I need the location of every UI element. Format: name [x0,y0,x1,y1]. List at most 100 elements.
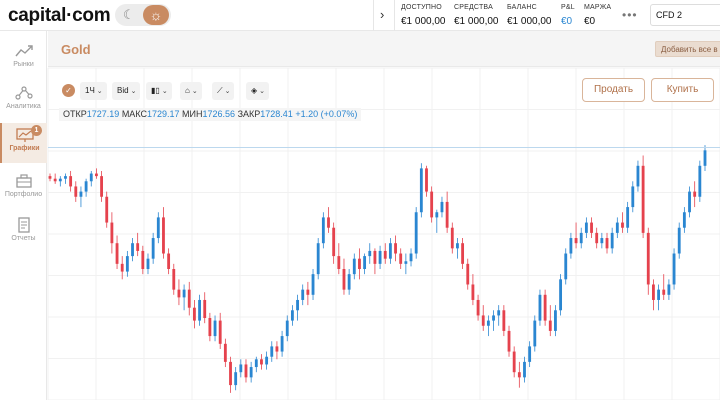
candle [548,305,552,337]
chevron-down-icon: ⌄ [161,88,168,95]
account-value: €1 000,00 [507,16,552,27]
candle [105,191,109,228]
candle [476,294,480,321]
candle [461,238,465,269]
candle-body [466,263,470,285]
candle [198,294,201,326]
candle [579,227,583,249]
candle-body [249,367,253,378]
candle [590,217,593,239]
account-value: €0 [584,16,596,27]
sidebar-item-charts[interactable]: Графики 1 [0,123,47,163]
candle [187,281,191,316]
candle [182,284,186,311]
sun-icon[interactable]: ☼ [143,5,169,25]
candle [486,315,490,337]
candle-body [574,238,578,244]
account-available: ДОСТУПНО €1 000,00 [401,4,446,27]
close-label: ЗАКР [237,109,261,119]
candle-body [79,191,83,197]
sidebar-item-analytics[interactable]: Аналитика [0,81,47,121]
add-to-favorites-button[interactable]: Добавить все в избранное [655,41,720,57]
notification-badge: 1 [31,125,42,136]
candle [156,212,160,244]
more-options-icon[interactable]: ••• [622,8,638,22]
theme-toggle[interactable]: ☾ ☼ [115,4,171,26]
sidebar-item-reports[interactable]: Отчеты [0,213,47,253]
sell-button[interactable]: Продать [582,78,645,102]
candle-body [316,243,320,275]
candle [440,196,444,218]
candle-body [167,253,171,269]
candle [502,305,506,337]
indicators-selector[interactable]: ⌂ ⌄ [180,82,202,100]
candle [693,181,697,208]
candle [192,299,196,329]
candle-body [156,217,160,239]
candle [554,305,557,337]
interval-selector[interactable]: 1Ч ⌄ [80,82,107,100]
candle-body [595,232,599,244]
candle-body [275,346,279,352]
layers-icon: ◈ [251,86,258,95]
open-label: ОТКР [63,109,87,119]
account-pnl: P&L €0 [561,4,575,27]
candle-body [84,181,88,192]
buy-button[interactable]: Купить [651,78,714,102]
brand-logo[interactable]: capital·com [8,5,111,26]
candle-body [646,232,650,285]
candle-body [409,253,413,262]
sidebar-item-markets[interactable]: Рынки [0,39,47,79]
candle [218,312,222,349]
candle [523,356,526,383]
sidebar-item-label: Портфолио [4,191,43,198]
candle [151,232,155,264]
candle [600,232,604,249]
candle-body [239,364,243,373]
account-type-selector[interactable]: CFD 2 [650,4,720,26]
close-value: 1728.41 [260,109,293,119]
candle [311,269,315,300]
candle [94,168,98,179]
candle [497,305,501,326]
candle-body [378,250,382,264]
candle [69,170,73,192]
candlestick-series [48,145,707,393]
candle [435,209,439,233]
check-icon[interactable]: ✓ [62,84,75,97]
candle [177,279,181,306]
account-label: БАЛАНС [507,4,537,11]
candle-body [69,176,73,187]
price-type-selector[interactable]: Bid ⌄ [112,82,141,100]
candle-body [162,217,165,254]
sidebar-item-portfolio[interactable]: Портфолио [0,169,47,209]
candle [213,315,217,342]
candle [409,248,413,267]
candle [244,359,248,383]
candle-body [358,258,361,269]
candle-body [559,279,563,311]
layers-selector[interactable]: ◈ ⌄ [246,82,270,100]
candle [249,361,253,383]
candle-body [115,243,119,264]
chart-type-selector[interactable]: ▮▯ ⌄ [146,82,172,100]
instrument-title: Gold [61,42,91,57]
chevron-right-icon[interactable]: › [380,7,385,22]
drawing-tools-selector[interactable]: ⟋ ⌄ [212,82,235,100]
top-bar: capital·com ☾ ☼ › ДОСТУПНО €1 000,00 СРЕ… [0,0,720,31]
candle-body [677,227,681,254]
candle [141,245,145,275]
candle-body [332,227,336,257]
sidebar-item-label: Отчеты [11,235,36,242]
moon-icon[interactable]: ☾ [123,7,135,22]
account-label: ДОСТУПНО [401,4,442,11]
candle [610,227,614,254]
candle-body [517,372,521,378]
candle [265,351,269,370]
candle [672,248,676,290]
candle-body [672,253,676,285]
candle [445,191,449,233]
candle [378,245,382,269]
candle [84,178,88,197]
